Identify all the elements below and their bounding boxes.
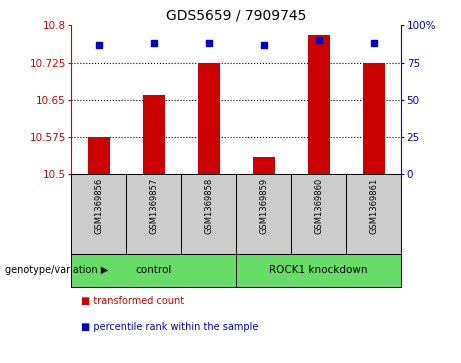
Bar xyxy=(143,95,165,174)
Bar xyxy=(363,62,384,174)
Text: GSM1369858: GSM1369858 xyxy=(204,178,213,234)
Point xyxy=(370,40,377,46)
Text: ■ transformed count: ■ transformed count xyxy=(81,296,184,306)
Point xyxy=(95,42,103,48)
Text: genotype/variation ▶: genotype/variation ▶ xyxy=(5,265,108,276)
Point xyxy=(315,37,322,43)
Bar xyxy=(198,62,220,174)
Text: GSM1369859: GSM1369859 xyxy=(259,178,268,234)
Bar xyxy=(291,174,346,254)
Bar xyxy=(346,174,401,254)
Bar xyxy=(71,174,126,254)
Text: control: control xyxy=(136,265,172,276)
Bar xyxy=(126,174,181,254)
Text: GSM1369861: GSM1369861 xyxy=(369,178,378,234)
Point xyxy=(205,40,213,46)
Title: GDS5659 / 7909745: GDS5659 / 7909745 xyxy=(166,9,307,23)
Bar xyxy=(307,35,330,174)
Text: ■ percentile rank within the sample: ■ percentile rank within the sample xyxy=(81,322,258,332)
Bar xyxy=(181,174,236,254)
Bar xyxy=(236,254,401,287)
Bar xyxy=(236,174,291,254)
Bar xyxy=(71,254,236,287)
Point xyxy=(260,42,267,48)
Bar xyxy=(253,157,275,174)
Text: GSM1369857: GSM1369857 xyxy=(149,178,159,234)
Text: ROCK1 knockdown: ROCK1 knockdown xyxy=(269,265,368,276)
Bar xyxy=(88,137,110,174)
Text: GSM1369860: GSM1369860 xyxy=(314,178,323,234)
Point xyxy=(150,40,158,46)
Text: GSM1369856: GSM1369856 xyxy=(95,178,103,234)
